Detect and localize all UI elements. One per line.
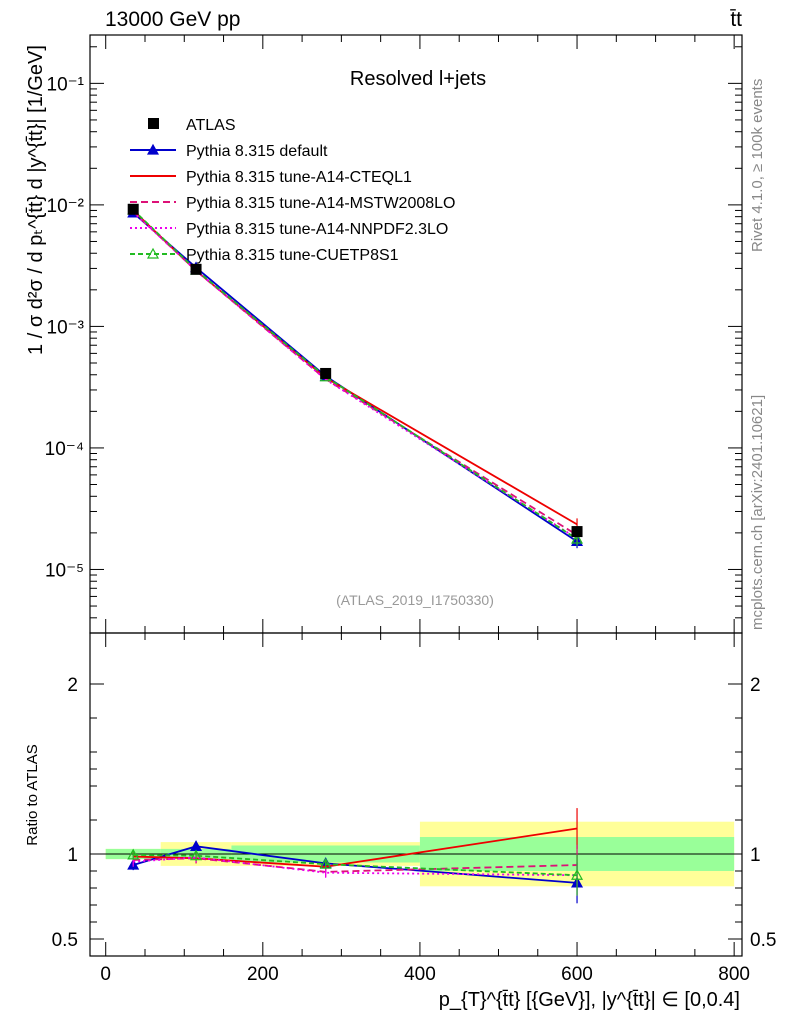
legend-swatch-marker — [146, 247, 160, 259]
series-marker-ratio — [319, 857, 332, 869]
ratio-bands — [90, 821, 742, 887]
series-marker-ratio — [190, 849, 203, 861]
series-marker-main — [571, 532, 584, 544]
legend-label: Pythia 8.315 default — [186, 143, 328, 160]
series-marker-ratio — [127, 848, 140, 860]
data-point — [190, 263, 202, 275]
x-tick-label: 800 — [718, 964, 750, 985]
data-point — [127, 203, 139, 215]
legend: ATLAS Pythia 8.315 default Pythia 8.315 tu… — [130, 117, 455, 264]
series-line-ratio — [133, 856, 578, 877]
data-point — [320, 367, 332, 379]
ratio-tick-label-right: 1 — [750, 845, 761, 866]
x-tick-label: 200 — [247, 964, 279, 985]
legend-label: Pythia 8.315 tune-CUETP8S1 — [186, 247, 399, 264]
rivet-label: Rivet 4.1.0, ≥ 100k events — [749, 79, 766, 252]
series-line-ratio — [132, 845, 578, 884]
series-marker-ratio — [571, 869, 584, 880]
legend-label: Pythia 8.315 tune-A14-CTEQL1 — [186, 169, 412, 186]
y-tick-label: 10⁻² — [47, 196, 85, 217]
x-tick-label: 400 — [404, 964, 436, 985]
chart-title: Resolved l+jets — [350, 68, 486, 90]
legend-label: Pythia 8.315 tune-A14-NNPDF2.3LO — [186, 221, 448, 238]
mcplots-label: mcplots.cern.ch [arXiv:2401.10621] — [749, 395, 766, 630]
ratio-tick-label-right: 0.5 — [750, 930, 776, 951]
x-axis-label: p_{T}^{t̄t} [{GeV}], |y^{t̄t}| ∈ [0,0.4] — [439, 989, 740, 1011]
series-line-main — [132, 211, 578, 540]
main-lines — [127, 203, 584, 549]
ratio-panel-frame — [89, 632, 743, 957]
ratio-tick-label-left: 0.5 — [52, 930, 78, 951]
ratio-tick-label-left: 2 — [67, 675, 78, 696]
header-left: 13000 GeV pp — [105, 8, 240, 31]
x-tick-label: 0 — [100, 964, 111, 985]
analysis-label: (ATLAS_2019_I1750330) — [336, 592, 494, 608]
header-right: t̄t — [730, 8, 742, 31]
ratio-y-axis-label: Ratio to ATLAS — [24, 744, 41, 845]
y-tick-label: 10⁻⁵ — [45, 560, 84, 581]
legend-label: ATLAS — [186, 117, 236, 134]
legend-swatch-data — [148, 118, 159, 129]
legend-swatch-marker — [146, 143, 160, 155]
ratio-tick-label-left: 1 — [67, 845, 78, 866]
x-tick-label: 600 — [561, 964, 593, 985]
y-tick-label: 10⁻³ — [47, 317, 85, 338]
y-tick-label: 10⁻¹ — [47, 74, 85, 95]
y-axis-label: 1 / σ d²σ / d pₜ^{t̄t} d |y^{t̄t}| [1/Ge… — [25, 45, 47, 355]
ratio-lines — [127, 808, 584, 904]
data-point — [571, 526, 583, 538]
y-tick-label: 10⁻⁴ — [45, 439, 84, 460]
ratio-tick-label-right: 2 — [750, 675, 761, 696]
legend-label: Pythia 8.315 tune-A14-MSTW2008LO — [186, 195, 455, 212]
series-line-main — [132, 209, 578, 540]
series-line-ratio — [133, 827, 578, 868]
